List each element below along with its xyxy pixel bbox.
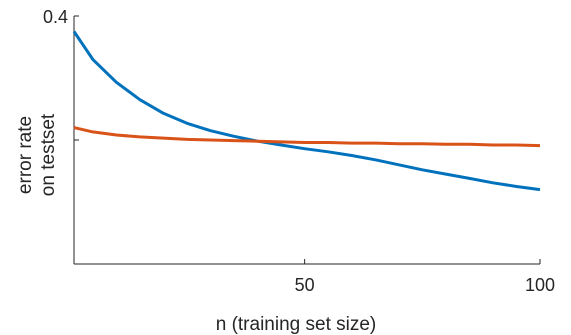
- series-layer: [72, 30, 541, 192]
- series-line-1: [73, 126, 541, 148]
- y-axis-label-line-1: error rate: [15, 116, 36, 194]
- y-axis-label-line-2: on testset: [38, 113, 59, 196]
- series-line-0: [72, 30, 541, 192]
- axis-ticks: 50 100 0.4: [43, 7, 555, 295]
- x-axis-label: n (training set size): [216, 314, 377, 335]
- x-tick-label-1: 100: [525, 275, 555, 295]
- x-tick-label-0: 50: [295, 275, 315, 295]
- y-tick-label-0: 0.4: [43, 7, 68, 27]
